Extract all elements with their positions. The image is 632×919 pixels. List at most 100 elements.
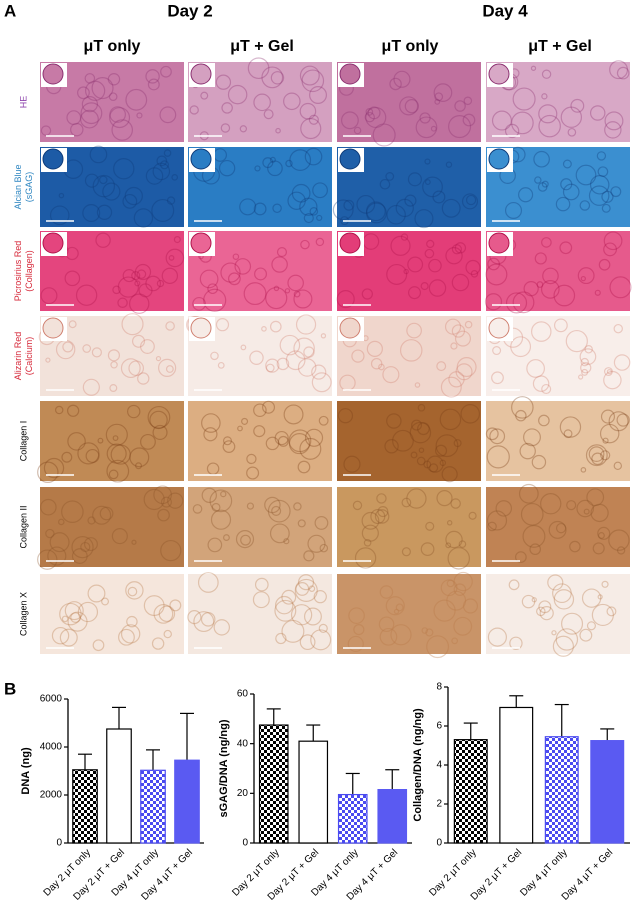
bar [140,769,166,844]
row-label: HE [18,96,28,109]
tissue-texture [436,361,447,372]
tissue-texture [273,285,280,292]
tissue-texture [82,378,100,396]
tissue-texture [265,436,280,451]
inset-tissue [339,232,361,254]
tissue-texture [254,577,269,592]
tissue-texture [160,160,170,170]
tissue-texture [518,187,534,203]
tissue-texture [283,92,301,111]
tissue-texture [420,542,435,557]
tissue-texture [594,289,601,296]
y-tick-label: 60 [237,689,249,700]
tissue-texture [485,427,499,441]
tissue-texture [451,637,459,645]
tissue-texture [531,321,552,342]
tissue-texture [390,235,411,256]
tissue-texture [287,191,306,210]
inset-tissue [190,63,212,85]
tissue-texture [567,127,577,137]
tissue-texture [461,193,479,210]
y-tick-label: 2 [436,799,442,810]
tissue-texture [532,375,550,392]
tissue-texture [486,510,508,531]
bar [258,724,289,844]
tissue-texture [253,425,266,438]
tissue-texture [265,286,288,310]
tissue-texture [588,185,610,206]
tissue-texture [316,214,323,222]
tissue-texture [384,439,399,454]
tissue-texture [332,199,354,221]
row-label: Alcian Blue [13,164,23,209]
tissue-texture [518,483,539,504]
tissue-texture [591,452,604,466]
tissue-texture [406,322,422,339]
tissue-texture [62,341,74,353]
tissue-texture [85,448,100,463]
tissue-texture [336,289,355,309]
inset-tissue [190,317,212,339]
tissue-texture [254,267,268,281]
tissue-texture [441,198,461,218]
inset-tissue [42,148,64,170]
tissue-texture [134,263,152,281]
tissue-texture [361,511,380,530]
tissue-texture [247,57,270,80]
tissue-texture [201,413,221,433]
tissue-texture [603,367,613,377]
tissue-texture [484,293,503,311]
tissue-texture [253,93,271,112]
histology-image [40,401,184,481]
tissue-texture [403,268,409,275]
tissue-texture [261,66,284,89]
tissue-texture [276,357,290,371]
tissue-texture [460,404,481,424]
tissue-texture [428,463,439,473]
histology-image [337,401,481,481]
tissue-texture [70,122,84,137]
tissue-texture [189,105,199,115]
tissue-texture [145,167,164,185]
tissue-texture [243,282,267,306]
tissue-texture [365,106,387,129]
tissue-texture [40,125,52,136]
tissue-texture [297,358,317,377]
tissue-texture [99,175,108,185]
tissue-texture [143,488,165,511]
tissue-texture [87,516,96,525]
tissue-texture [40,287,58,305]
tissue-texture [609,276,632,299]
tissue-texture [597,526,611,540]
tissue-texture [279,334,301,356]
tissue-texture [487,257,500,271]
histology-image [188,487,332,567]
tissue-texture [158,605,176,623]
tissue-texture [240,534,251,546]
tissue-texture [111,119,133,141]
tissue-texture [361,524,379,542]
tissue-texture [553,318,568,333]
tissue-texture [299,197,318,216]
tissue-texture [131,334,146,348]
tissue-texture [606,606,617,617]
tissue-texture [401,497,412,508]
tissue-texture [386,263,408,285]
histology-image [40,574,184,654]
tissue-texture [277,435,289,447]
tissue-texture [227,272,241,286]
tissue-texture [200,91,209,100]
tissue-texture [160,539,182,562]
tissue-texture [128,360,145,377]
inset-tissue [190,148,212,170]
tissue-texture [222,436,232,446]
tissue-texture [107,73,121,86]
y-tick-label: 20 [237,788,249,799]
tissue-texture [309,86,327,104]
tissue-texture [440,376,462,398]
tissue-texture [444,318,462,335]
tissue-texture [37,461,59,483]
tissue-texture [425,521,435,531]
